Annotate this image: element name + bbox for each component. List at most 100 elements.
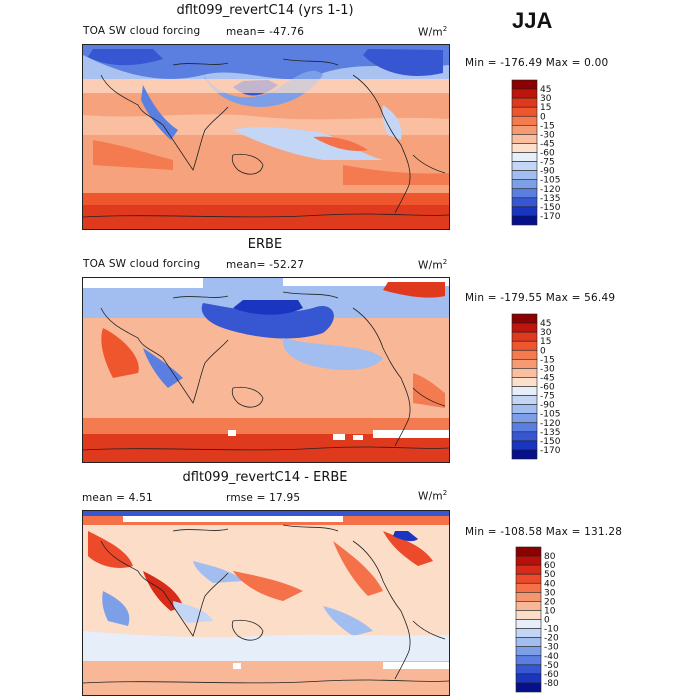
panel1-colorbar-svg: 4530150-15-30-45-60-75-90-105-120-135-15…: [511, 79, 561, 226]
colorbar-swatch: [511, 206, 538, 217]
colorbar-swatch: [515, 628, 542, 638]
colorbar-swatch: [511, 422, 538, 433]
colorbar-swatch: [511, 134, 538, 144]
colorbar-swatch: [511, 161, 538, 171]
colorbar-swatch: [511, 413, 538, 424]
panel3-colorbar: 80 60 50 40 30 20 10 0 -10 -20 -30 -40 -50 -60 -80: [515, 546, 596, 697]
colorbar-swatch: [515, 637, 542, 647]
panel2-minmax: Min = -179.55 Max = 56.49: [465, 292, 616, 304]
colorbar-tick-label: 30: [540, 328, 552, 338]
colorbar-swatch: [511, 88, 538, 99]
colorbar-tick-label: 80: [544, 552, 556, 562]
colorbar-tick-label: -135: [540, 428, 560, 438]
colorbar-swatch: [515, 619, 542, 629]
colorbar-swatch: [511, 386, 538, 396]
colorbar-swatch: [515, 610, 542, 620]
colorbar-swatch: [511, 331, 538, 342]
colorbar-tick-label: 45: [540, 85, 551, 95]
colorbar-swatch: [511, 115, 538, 126]
colorbar-tick-label: -60: [540, 149, 555, 159]
colorbar-tick-label: 45: [540, 319, 551, 329]
panel2-map-field: [83, 278, 449, 462]
panel2-title: ERBE: [247, 237, 283, 252]
colorbar-swatch: [511, 197, 538, 208]
colorbar-tick-label: -60: [544, 670, 559, 680]
colorbar-tick-label: -15: [540, 121, 555, 131]
colorbar-tick-label: 30: [544, 588, 556, 598]
colorbar-tick-label: -75: [540, 158, 555, 168]
colorbar-tick-label: -120: [540, 419, 561, 429]
colorbar-swatch: [511, 188, 538, 199]
season-label: JJA: [512, 8, 553, 33]
colorbar-swatch: [511, 377, 538, 387]
colorbar-tick-label: -150: [540, 203, 561, 213]
colorbar-tick-label: -60: [540, 383, 555, 393]
colorbar-tick-label: -50: [544, 661, 559, 671]
colorbar-swatch: [511, 106, 538, 117]
colorbar-tick-label: 0: [540, 346, 546, 356]
colorbar-tick-label: -30: [540, 130, 555, 140]
panel3-rmse: rmse = 17.95: [226, 492, 301, 504]
panel2-colorbar-svg: 4530150-15-30-45-60-75-90-105-120-135-15…: [511, 313, 561, 460]
colorbar-tick-label: -80: [544, 679, 559, 689]
colorbar-tick-label: -30: [544, 643, 559, 653]
colorbar-swatch: [511, 179, 538, 190]
colorbar-tick-label: -105: [540, 176, 560, 186]
colorbar-swatch: [511, 97, 538, 108]
colorbar-swatch: [515, 673, 542, 684]
colorbar-tick-label: 15: [540, 103, 551, 113]
panel3-mean: mean = 4.51: [82, 492, 153, 504]
colorbar-tick-label: 20: [544, 597, 556, 607]
colorbar-swatch: [515, 546, 542, 557]
colorbar-swatch: [511, 349, 538, 360]
panel2-field-label: TOA SW cloud forcing: [83, 258, 201, 270]
colorbar-swatch: [515, 564, 542, 575]
colorbar-swatch: [515, 601, 542, 611]
colorbar-swatch: [515, 646, 542, 657]
colorbar-tick-label: 0: [540, 112, 546, 122]
colorbar-tick-label: 50: [544, 570, 556, 580]
colorbar-swatch: [511, 340, 538, 351]
colorbar-swatch: [511, 368, 538, 378]
panel3-minmax: Min = -108.58 Max = 131.28: [465, 526, 623, 538]
colorbar-tick-label: -20: [544, 634, 559, 644]
colorbar-tick-label: 30: [540, 94, 552, 104]
panel2-units: W/m2: [418, 258, 448, 272]
colorbar-tick-label: -170: [540, 446, 561, 456]
colorbar-tick-label: -135: [540, 194, 560, 204]
colorbar-swatch: [515, 682, 542, 693]
colorbar-tick-label: 15: [540, 337, 551, 347]
colorbar-swatch: [511, 359, 538, 369]
colorbar-swatch: [511, 404, 538, 414]
panel3-title: dflt099_revertC14 - ERBE: [182, 470, 348, 485]
colorbar-tick-label: 0: [544, 616, 550, 626]
colorbar-tick-label: -150: [540, 437, 561, 447]
colorbar-swatch: [515, 573, 542, 584]
colorbar-swatch: [511, 395, 538, 405]
colorbar-tick-label: 40: [544, 579, 556, 589]
colorbar-swatch: [515, 555, 542, 566]
colorbar-tick-label: 60: [544, 561, 556, 571]
colorbar-swatch: [515, 655, 542, 666]
colorbar-swatch: [511, 152, 538, 162]
panel1-units: W/m2: [418, 25, 448, 39]
colorbar-tick-label: 10: [544, 606, 556, 616]
panel3-map: [82, 510, 450, 696]
colorbar-tick-label: -45: [540, 139, 555, 149]
colorbar-swatch: [511, 313, 538, 324]
panel1-map-field: [83, 45, 449, 229]
colorbar-tick-label: -10: [544, 625, 559, 635]
colorbar-tick-label: -90: [540, 401, 555, 411]
colorbar-tick-label: -75: [540, 392, 555, 402]
colorbar-tick-label: -45: [540, 373, 555, 383]
panel1-colorbar: 45 30 15 0 -15 -30 -45 -60 -75 -90 -105 -120 -135 -15…: [511, 79, 592, 230]
panel1-minmax: Min = -176.49 Max = 0.00: [465, 57, 609, 69]
colorbar-swatch: [515, 664, 542, 675]
panel1-map: [82, 44, 450, 230]
colorbar-swatch: [511, 143, 538, 153]
colorbar-tick-label: -15: [540, 355, 555, 365]
panel1-mean: mean= -47.76: [226, 26, 305, 38]
panel2-colorbar: 45 30 15 0 -15 -30 -45 -60 -75 -90 -105 -120 -135 -15…: [511, 313, 592, 464]
colorbar-swatch: [515, 582, 542, 593]
